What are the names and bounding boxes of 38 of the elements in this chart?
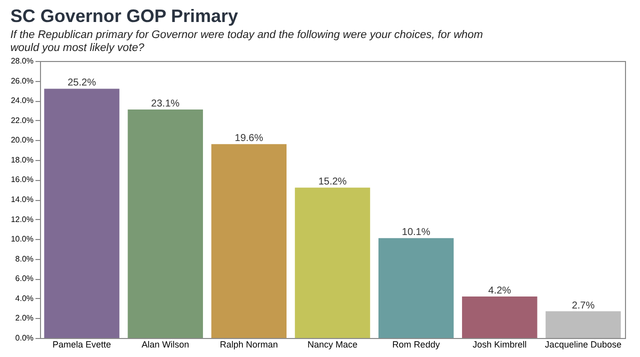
y-tick-label: 26.0%	[10, 76, 34, 86]
y-tick-label: 28.0%	[10, 56, 34, 66]
y-tick-label: 16.0%	[10, 175, 34, 184]
bar	[294, 188, 370, 338]
chart-title: SC Governor GOP Primary	[10, 6, 238, 26]
data-label: 19.6%	[234, 133, 264, 144]
y-tick-label: 8.0%	[15, 254, 34, 264]
y-tick-label: 18.0%	[10, 155, 34, 164]
bar	[546, 311, 621, 338]
y-tick-label: 10.0%	[10, 234, 34, 244]
y-tick-label: 20.0%	[10, 136, 34, 145]
y-tick-label: 22.0%	[10, 116, 34, 125]
bar	[462, 296, 538, 338]
y-tick-label: 12.0%	[10, 214, 34, 224]
x-tick-label: Ralph Norman	[220, 340, 278, 350]
y-tick-label: 0.0%	[15, 334, 34, 342]
data-label: 25.2%	[68, 78, 96, 89]
y-tick-label: 4.0%	[15, 294, 34, 303]
x-tick-label: Josh Kimbrell	[472, 340, 527, 350]
data-label: 23.1%	[151, 98, 180, 110]
data-label: 4.2%	[488, 285, 512, 296]
x-tick-label: Rom Reddy	[392, 340, 440, 350]
chart-subtitle: If the Republican primary for Governor were today and the following were your choices, for whom would you most likely vote?	[10, 29, 483, 54]
x-tick-label: Pamela Evette	[52, 340, 112, 350]
data-label: 2.7%	[572, 300, 595, 312]
bar	[44, 88, 120, 338]
y-tick-label: 24.0%	[10, 96, 34, 106]
data-label: 10.1%	[402, 227, 430, 238]
bar	[211, 144, 287, 338]
data-label: 15.2%	[318, 176, 347, 188]
x-tick-label: Jacqueline Dubose	[544, 340, 622, 350]
bar	[378, 238, 454, 338]
bar	[128, 109, 203, 338]
y-tick-label: 2.0%	[15, 314, 34, 323]
x-tick-label: Alan Wilson	[142, 340, 190, 350]
x-tick-label: Nancy Mace	[307, 340, 358, 350]
y-tick-label: 14.0%	[10, 195, 34, 204]
y-tick-label: 6.0%	[15, 274, 34, 284]
